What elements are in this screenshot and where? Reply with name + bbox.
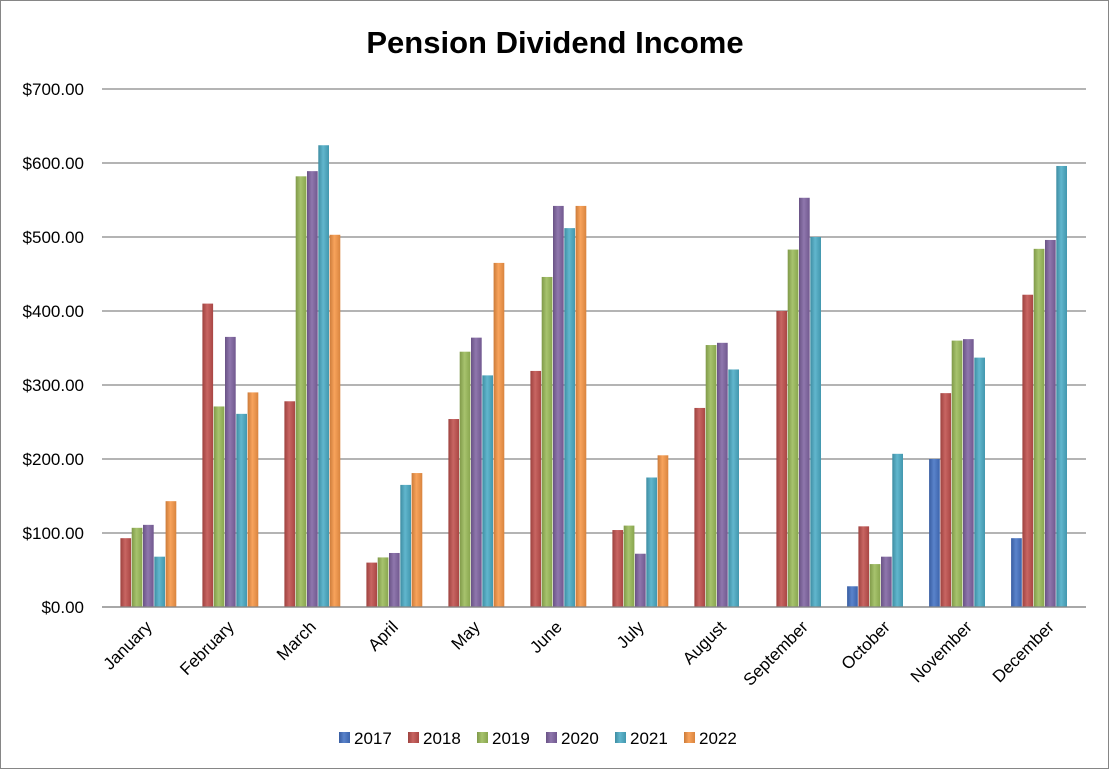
- x-tick-label: February: [176, 617, 238, 679]
- x-tick-label: March: [273, 617, 320, 664]
- legend-swatch-2022: [684, 732, 695, 743]
- bar-march-2020: [307, 171, 318, 607]
- bar-august-2021: [728, 369, 739, 607]
- bar-october-2017: [847, 586, 858, 607]
- legend: 2017 2018 2019 2020 2021 2022: [339, 729, 737, 748]
- bar-november-2018: [940, 393, 952, 607]
- legend-label-2018: 2018: [423, 729, 461, 748]
- legend-swatch-2020: [546, 732, 557, 743]
- bar-june-2021: [564, 228, 575, 607]
- bar-october-2019: [869, 564, 881, 607]
- y-tick-label: $500.00: [23, 228, 84, 247]
- bar-august-2019: [705, 345, 717, 607]
- bar-january-2021: [154, 556, 165, 607]
- bar-april-2019: [377, 557, 389, 607]
- bar-march-2021: [318, 145, 329, 608]
- bar-december-2021: [1056, 165, 1067, 607]
- bar-july-2022: [657, 455, 669, 607]
- bar-september-2021: [810, 237, 821, 607]
- bar-june-2022: [575, 205, 587, 608]
- bar-january-2020: [143, 524, 154, 607]
- bar-august-2020: [717, 342, 728, 607]
- bar-may-2019: [459, 351, 471, 607]
- bar-october-2020: [881, 556, 892, 607]
- x-tick-label: September: [740, 617, 812, 689]
- x-tick-label: December: [989, 617, 1058, 686]
- bar-december-2019: [1033, 248, 1045, 607]
- bar-february-2020: [225, 336, 236, 607]
- legend-label-2022: 2022: [699, 729, 737, 748]
- bar-october-2021: [892, 453, 903, 607]
- bar-january-2019: [131, 527, 143, 607]
- bar-november-2017: [929, 459, 940, 607]
- bar-june-2019: [541, 276, 553, 607]
- y-tick-label: $700.00: [23, 80, 84, 99]
- bar-august-2018: [694, 407, 706, 607]
- bar-december-2020: [1045, 239, 1056, 607]
- x-tick-label: April: [364, 617, 401, 654]
- bar-january-2022: [165, 501, 177, 607]
- y-tick-label: $300.00: [23, 376, 84, 395]
- bar-april-2022: [411, 473, 423, 607]
- bar-february-2022: [247, 392, 259, 607]
- bar-march-2018: [284, 401, 296, 607]
- bar-may-2022: [493, 262, 505, 607]
- x-tick-label: October: [838, 617, 894, 673]
- x-axis: January February March April May June July Augu…: [100, 606, 1086, 690]
- y-tick-label: $100.00: [23, 524, 84, 543]
- bar-may-2021: [482, 375, 493, 607]
- bar-november-2020: [963, 339, 974, 607]
- legend-label-2021: 2021: [630, 729, 668, 748]
- bar-december-2017: [1011, 538, 1022, 607]
- bar-september-2020: [799, 197, 810, 607]
- y-tick-label: $200.00: [23, 450, 84, 469]
- chart-title: Pension Dividend Income: [366, 25, 743, 60]
- bar-november-2019: [951, 340, 963, 607]
- gridlines: [102, 88, 1086, 608]
- x-tick-label: July: [613, 617, 648, 652]
- y-tick-label: $600.00: [23, 154, 84, 173]
- bar-october-2018: [858, 526, 870, 607]
- x-tick-label: May: [448, 617, 484, 653]
- bar-february-2021: [236, 413, 247, 607]
- legend-label-2020: 2020: [561, 729, 599, 748]
- bar-april-2021: [400, 484, 411, 607]
- bar-september-2018: [776, 311, 788, 607]
- bar-july-2019: [623, 525, 635, 607]
- x-tick-label: January: [100, 617, 157, 674]
- bar-july-2020: [635, 553, 646, 607]
- x-tick-label: June: [526, 617, 566, 657]
- y-tick-label: $0.00: [41, 598, 84, 617]
- x-tick-label: November: [907, 617, 976, 686]
- bar-march-2019: [295, 176, 307, 607]
- bar-september-2019: [787, 249, 799, 607]
- y-axis: $0.00 $100.00 $200.00 $300.00 $400.00 $500.00…: [23, 80, 84, 617]
- bar-july-2021: [646, 477, 657, 607]
- legend-label-2017: 2017: [354, 729, 392, 748]
- bar-june-2018: [530, 370, 542, 607]
- x-tick-label: August: [679, 617, 730, 668]
- bar-february-2018: [202, 303, 214, 607]
- legend-label-2019: 2019: [492, 729, 530, 748]
- bar-april-2020: [389, 552, 400, 607]
- bar-january-2018: [120, 538, 132, 607]
- bar-december-2018: [1022, 294, 1034, 607]
- bar-july-2018: [612, 530, 624, 607]
- y-tick-label: $400.00: [23, 302, 84, 321]
- bar-april-2018: [366, 562, 378, 607]
- bar-march-2022: [329, 234, 341, 607]
- bar-may-2020: [471, 337, 482, 607]
- bar-june-2020: [553, 205, 564, 608]
- bar-may-2018: [448, 419, 460, 607]
- bar-february-2019: [213, 406, 225, 607]
- bar-november-2021: [974, 357, 985, 607]
- legend-swatch-2019: [477, 732, 488, 743]
- legend-swatch-2017: [339, 732, 350, 743]
- legend-swatch-2021: [615, 732, 626, 743]
- bars: [120, 145, 1067, 608]
- legend-swatch-2018: [408, 732, 419, 743]
